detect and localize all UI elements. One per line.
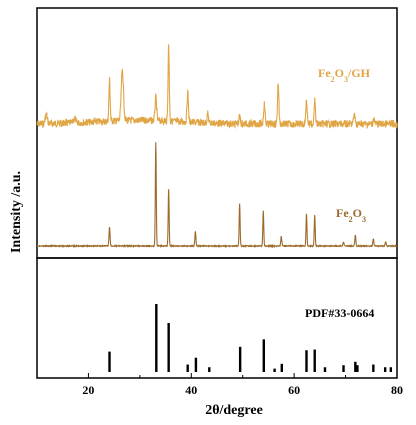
- series-line: [36, 142, 398, 249]
- lower-panel: [36, 257, 398, 379]
- upper-plot-frame: [36, 7, 398, 259]
- x-axis-label: 2θ/degree: [205, 403, 263, 418]
- series-fe2o3-gh: [36, 44, 398, 130]
- x-axis-ticks: 20 40 60 80: [36, 373, 403, 397]
- x-tick-label: 20: [82, 383, 94, 397]
- x-tick-label: 60: [288, 383, 300, 397]
- x-tick-label: 40: [185, 383, 197, 397]
- lower-plot-frame: [36, 257, 398, 379]
- reference-label: PDF#33-0664: [305, 306, 374, 320]
- y-axis-label: Intensity /a.u.: [9, 171, 24, 253]
- series-line: [36, 44, 398, 130]
- x-tick-label: 80: [391, 383, 403, 397]
- upper-panel: [36, 7, 398, 259]
- series-label-fe2o3: Fe2O3: [336, 206, 366, 224]
- series-label-fe2o3-gh: Fe2O3/GH: [318, 66, 371, 84]
- series-fe2o3: [36, 142, 398, 249]
